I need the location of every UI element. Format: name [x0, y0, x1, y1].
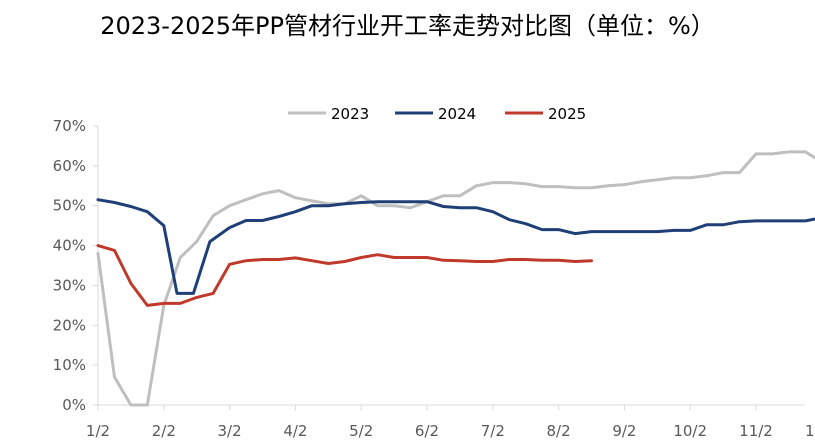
legend: 2023 2024 2025 — [288, 105, 586, 123]
series-lines — [96, 150, 815, 407]
y-tick-label: 50% — [53, 197, 86, 215]
axes: 0% 10% 20% 30% 40% 50% 60% 70% 1/2 2/2 3/2 4/2 5/2 6/… — [53, 117, 815, 440]
x-tick-label: 7/2 — [481, 422, 505, 440]
chart-title: 2023-2025年PP管材行业开工率走势对比图（单位：%） — [100, 12, 715, 40]
x-tick-label: 9/2 — [612, 422, 636, 440]
x-tick-label: 6/2 — [415, 422, 439, 440]
x-tick-label: 10/2 — [673, 422, 707, 440]
x-tick-label: 1/2 — [86, 422, 110, 440]
series-line-2025 — [96, 244, 593, 307]
y-tick-label: 10% — [53, 356, 86, 374]
y-tick-label: 60% — [53, 157, 86, 175]
y-tick-label: 40% — [53, 237, 86, 255]
x-tick-label: 4/2 — [283, 422, 307, 440]
series-line-2024 — [96, 198, 815, 295]
x-tick-label: 3/2 — [218, 422, 242, 440]
x-tick-label: 12/2 — [805, 422, 815, 440]
y-tick-label: 70% — [53, 117, 86, 135]
x-tick-label: 2/2 — [152, 422, 176, 440]
legend-label-2023: 2023 — [331, 105, 369, 123]
y-tick-label: 30% — [53, 276, 86, 294]
y-tick-label: 0% — [62, 396, 86, 414]
x-tick-label: 8/2 — [547, 422, 571, 440]
x-tick-label: 11/2 — [739, 422, 773, 440]
x-tick-label: 5/2 — [349, 422, 373, 440]
series-line-2023 — [96, 150, 815, 407]
y-tick-label: 20% — [53, 316, 86, 334]
legend-label-2024: 2024 — [438, 105, 476, 123]
legend-label-2025: 2025 — [548, 105, 586, 123]
